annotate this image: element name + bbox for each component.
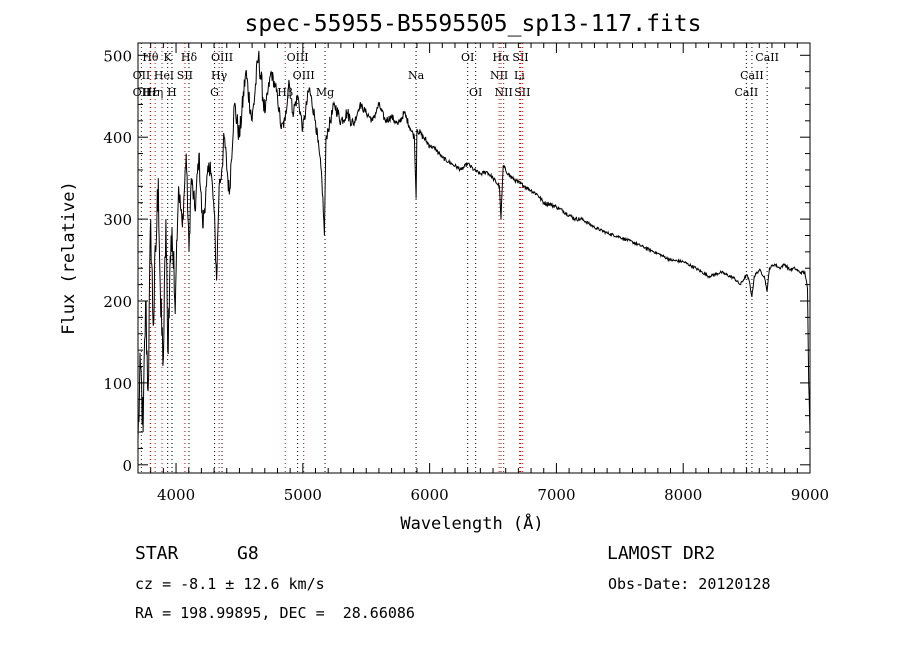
x-tick-label: 5000 [284, 486, 322, 504]
line-markers: HθKHδOIIIOIIIOIHαSIICaIIOIIHeISIIHγOIIIN… [133, 43, 779, 473]
line-marker-label: H [167, 86, 177, 99]
chart-title: spec-55955-B5595505_sp13-117.fits [245, 11, 702, 37]
line-marker-label: Hη [147, 86, 163, 99]
line-marker-label: Li [514, 69, 525, 82]
x-tick-label: 8000 [664, 486, 702, 504]
obs-date-text: Obs-Date: 20120128 [608, 575, 771, 593]
plot-frame [137, 42, 811, 474]
line-marker-label: CaII [735, 86, 759, 99]
x-axis: 4000 5000 6000 7000 8000 9000 [137, 43, 829, 504]
y-tick-label: 100 [103, 375, 132, 393]
survey-name: LAMOST DR2 [607, 543, 716, 564]
line-marker-label: Hα [492, 51, 510, 64]
line-marker-label: NII [490, 69, 508, 82]
line-marker-label: Hβ [277, 86, 293, 99]
line-marker-label: SII [512, 51, 528, 64]
line-marker-label: NII [495, 86, 513, 99]
x-tick-label: 6000 [411, 486, 449, 504]
object-subclass: G8 [237, 543, 259, 564]
line-marker-label: OI [469, 86, 482, 99]
coordinates-text: RA = 198.99895, DEC = 28.66086 [135, 604, 415, 622]
line-marker-label: Hθ [142, 51, 159, 64]
object-class: STAR [135, 543, 179, 564]
line-marker-label: SII [514, 86, 530, 99]
y-tick-label: 0 [122, 457, 132, 475]
y-tick-label: 200 [103, 293, 132, 311]
redshift-text: cz = -8.1 ± 12.6 km/s [135, 575, 325, 593]
spectrum-line [137, 50, 811, 441]
line-marker-label: K [164, 51, 173, 64]
x-tick-label: 7000 [537, 486, 575, 504]
line-marker-label: G [210, 86, 219, 99]
spectrum-series [137, 50, 811, 441]
line-marker-label: Na [408, 69, 425, 82]
line-marker-label: OIII [287, 51, 309, 64]
x-axis-label: Wavelength (Å) [400, 512, 543, 534]
line-marker-label: OII [133, 86, 151, 99]
line-marker-label: He [154, 69, 170, 82]
y-axis-label: Flux (relative) [59, 181, 79, 335]
line-marker-label: Mg [316, 86, 334, 99]
line-marker-label: CaII [740, 69, 764, 82]
line-marker-label: OI [461, 51, 474, 64]
line-marker-label: Hε [143, 86, 159, 99]
line-marker-label: CaII [755, 51, 779, 64]
x-tick-label: 4000 [157, 486, 195, 504]
y-tick-label: 300 [103, 211, 132, 229]
line-marker-label: Hγ [211, 69, 228, 82]
y-tick-label: 500 [103, 47, 132, 65]
y-axis: 0 100 200 300 400 500 [103, 47, 810, 475]
line-marker-label: OIII [211, 51, 233, 64]
line-marker-label: SII [177, 69, 193, 82]
x-tick-label: 9000 [791, 486, 829, 504]
line-marker-label: Hδ [181, 51, 198, 64]
line-marker-label: OIII [293, 69, 315, 82]
y-tick-label: 400 [103, 129, 132, 147]
